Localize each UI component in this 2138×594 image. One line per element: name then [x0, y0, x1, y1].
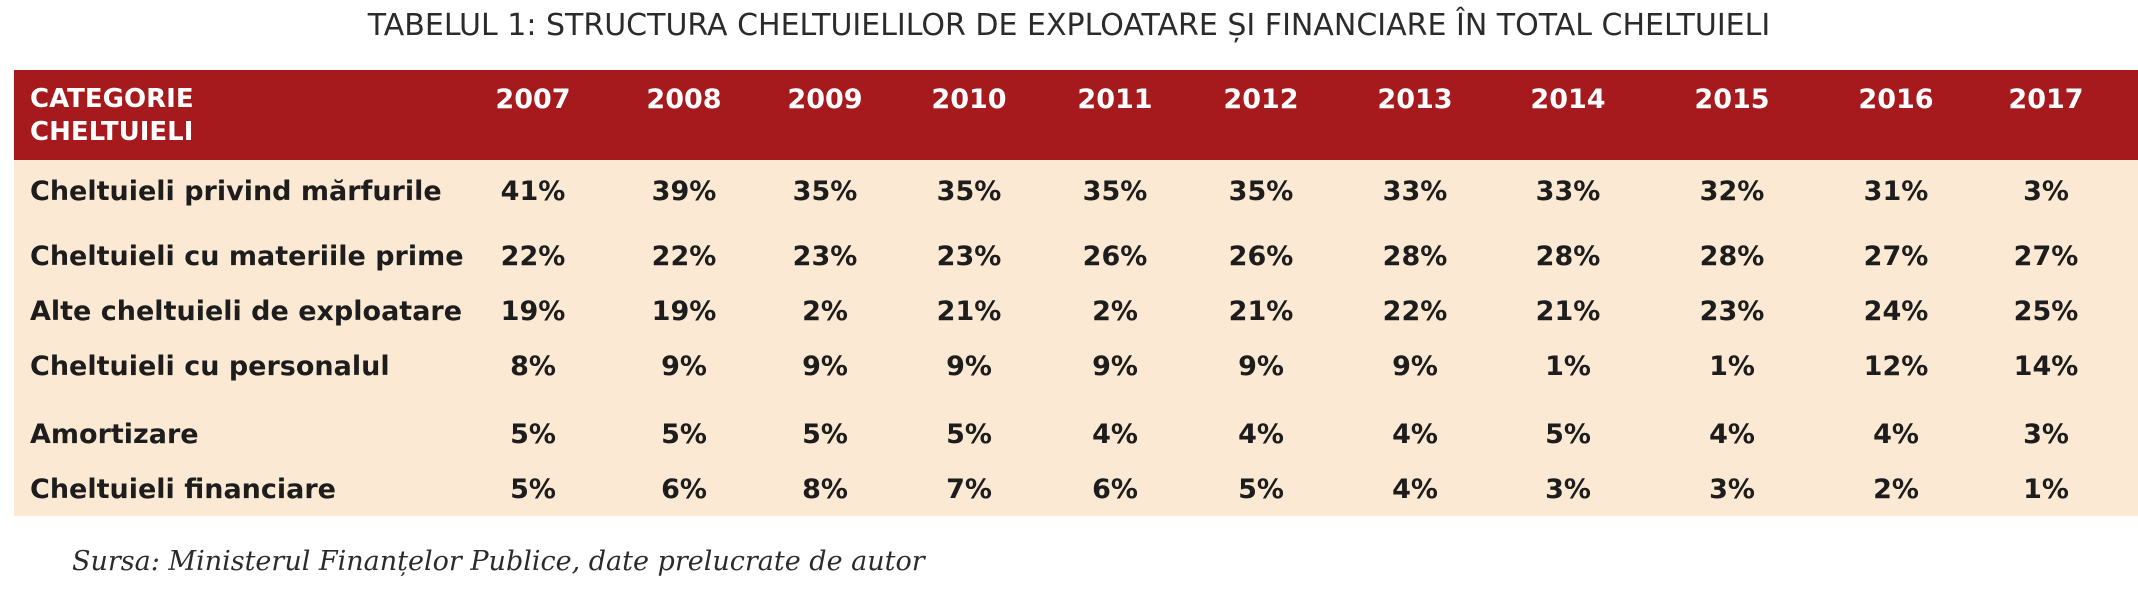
value-cell: 9% — [1392, 351, 1438, 382]
value-cell: 2% — [1873, 474, 1919, 505]
value-cell: 26% — [1228, 241, 1294, 272]
row-label: Cheltuieli cu personalul — [30, 351, 390, 382]
value-cell: 24% — [1863, 296, 1929, 327]
value-cell: 23% — [792, 241, 858, 272]
value-cell: 4% — [1709, 419, 1755, 450]
value-cell: 22% — [651, 241, 717, 272]
value-cell: 12% — [1863, 351, 1929, 382]
value-cell: 5% — [1545, 419, 1591, 450]
value-cell: 33% — [1382, 176, 1448, 207]
expense-structure-table: CATEGORIE CHELTUIELI 2007 2008 2009 2010 201… — [14, 70, 2138, 516]
value-cell: 7% — [946, 474, 992, 505]
value-cell: 9% — [946, 351, 992, 382]
value-cell: 4% — [1238, 419, 1284, 450]
value-cell: 31% — [1863, 176, 1929, 207]
table-header: CATEGORIE CHELTUIELI 2007 2008 2009 2010 201… — [14, 70, 2138, 160]
value-cell: 19% — [651, 296, 717, 327]
value-cell: 5% — [510, 474, 556, 505]
row-label: Cheltuieli financiare — [30, 474, 336, 505]
row-label: Cheltuieli privind mărfurile — [30, 176, 442, 207]
value-cell: 41% — [500, 176, 566, 207]
value-cell: 9% — [661, 351, 707, 382]
value-cell: 19% — [500, 296, 566, 327]
value-cell: 28% — [1382, 241, 1448, 272]
value-cell: 6% — [1092, 474, 1138, 505]
year-header-2007: 2007 — [495, 84, 571, 115]
value-cell: 3% — [1709, 474, 1755, 505]
year-header-2017: 2017 — [2008, 84, 2084, 115]
year-header-2016: 2016 — [1858, 84, 1934, 115]
value-cell: 5% — [1238, 474, 1284, 505]
year-header-2012: 2012 — [1223, 84, 1299, 115]
value-cell: 4% — [1392, 474, 1438, 505]
row-label: Amortizare — [30, 419, 199, 450]
value-cell: 35% — [936, 176, 1002, 207]
value-cell: 28% — [1699, 241, 1765, 272]
year-header-2009: 2009 — [787, 84, 863, 115]
value-cell: 21% — [936, 296, 1002, 327]
value-cell: 21% — [1535, 296, 1601, 327]
value-cell: 32% — [1699, 176, 1765, 207]
value-cell: 2% — [1092, 296, 1138, 327]
value-cell: 9% — [802, 351, 848, 382]
value-cell: 26% — [1082, 241, 1148, 272]
value-cell: 22% — [500, 241, 566, 272]
value-cell: 5% — [510, 419, 556, 450]
value-cell: 3% — [1545, 474, 1591, 505]
value-cell: 5% — [661, 419, 707, 450]
category-header: CATEGORIE CHELTUIELI — [30, 84, 194, 147]
year-header-2015: 2015 — [1694, 84, 1770, 115]
value-cell: 3% — [2023, 419, 2069, 450]
value-cell: 6% — [661, 474, 707, 505]
value-cell: 14% — [2013, 351, 2079, 382]
value-cell: 9% — [1092, 351, 1138, 382]
value-cell: 27% — [1863, 241, 1929, 272]
value-cell: 39% — [651, 176, 717, 207]
value-cell: 25% — [2013, 296, 2079, 327]
table-title: TABELUL 1: STRUCTURA CHELTUIELILOR DE EX… — [367, 8, 1771, 43]
value-cell: 3% — [2023, 176, 2069, 207]
value-cell: 28% — [1535, 241, 1601, 272]
year-header-2008: 2008 — [646, 84, 722, 115]
source-note: Sursa: Ministerul Finanțelor Publice, da… — [72, 546, 925, 577]
value-cell: 22% — [1382, 296, 1448, 327]
value-cell: 5% — [802, 419, 848, 450]
row-label: Cheltuieli cu materiile prime — [30, 241, 464, 272]
value-cell: 4% — [1092, 419, 1138, 450]
value-cell: 5% — [946, 419, 992, 450]
value-cell: 23% — [1699, 296, 1765, 327]
value-cell: 33% — [1535, 176, 1601, 207]
year-header-2014: 2014 — [1530, 84, 1606, 115]
year-header-2010: 2010 — [931, 84, 1007, 115]
value-cell: 8% — [510, 351, 556, 382]
value-cell: 27% — [2013, 241, 2079, 272]
year-header-2013: 2013 — [1377, 84, 1453, 115]
value-cell: 21% — [1228, 296, 1294, 327]
value-cell: 1% — [1545, 351, 1591, 382]
value-cell: 2% — [802, 296, 848, 327]
value-cell: 35% — [792, 176, 858, 207]
value-cell: 35% — [1082, 176, 1148, 207]
value-cell: 8% — [802, 474, 848, 505]
value-cell: 9% — [1238, 351, 1284, 382]
value-cell: 4% — [1873, 419, 1919, 450]
value-cell: 4% — [1392, 419, 1438, 450]
row-label: Alte cheltuieli de exploatare — [30, 296, 463, 327]
value-cell: 35% — [1228, 176, 1294, 207]
value-cell: 23% — [936, 241, 1002, 272]
value-cell: 1% — [2023, 474, 2069, 505]
value-cell: 1% — [1709, 351, 1755, 382]
year-header-2011: 2011 — [1077, 84, 1153, 115]
